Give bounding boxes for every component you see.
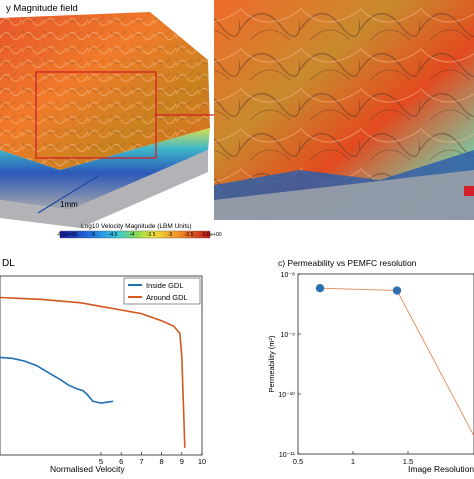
x-tick-label: 6 xyxy=(119,457,123,466)
colorbar-tick: -4.5 xyxy=(109,232,118,238)
colorbar xyxy=(59,230,211,239)
colorbar-tick: -3 xyxy=(168,232,173,238)
data-point xyxy=(315,283,325,293)
y-tick-label: 10⁻⁹ xyxy=(281,332,295,339)
y-tick-label: 10⁻¹¹ xyxy=(279,452,296,459)
legend-label-inside: Inside GDL xyxy=(146,281,184,290)
x-tick-label: 7 xyxy=(139,457,143,466)
x-axis-label: Normalised Velocity xyxy=(50,464,125,474)
legend xyxy=(123,277,201,305)
data-point xyxy=(392,286,402,295)
x-tick-label: 1.5 xyxy=(403,457,413,466)
gdl-slab-side xyxy=(0,128,210,210)
plot-frame xyxy=(297,273,474,455)
panel-b: DL 5 6 7 8 9 10 Inside GDL Around GDL Normali… xyxy=(0,250,220,474)
y-tick-label: 10⁻⁸ xyxy=(281,272,295,279)
series-around-gdl xyxy=(0,296,186,448)
panel-a-figure: y Magnitude field 1mm Log10 Velocity Mag… xyxy=(0,0,474,239)
panel-a: y Magnitude field 1mm Log10 Velocity Mag… xyxy=(0,0,474,239)
colorbar-tick: -4 xyxy=(130,232,135,238)
x-tick-label: 9 xyxy=(180,457,184,466)
panel-c-chart: c) Permeability vs PEMFC resolution Perm… xyxy=(267,258,474,474)
x-tick-label: 5 xyxy=(99,457,103,466)
colorbar-tick: -2.0e+00 xyxy=(201,232,222,238)
y-axis-label: Permeability (m²) xyxy=(267,335,276,393)
colorbar-tick: -5 xyxy=(91,232,96,238)
x-axis-label: Image Resolution xyxy=(408,464,474,474)
colorbar-tick: -2.5 xyxy=(185,232,194,238)
series-inside-gdl xyxy=(0,356,114,404)
panel-b-title: DL xyxy=(2,258,15,269)
scale-label: 1mm xyxy=(60,200,78,209)
series-line xyxy=(319,287,474,437)
x-tick-label: 1 xyxy=(351,457,355,466)
legend-label-around: Around GDL xyxy=(146,293,188,302)
x-tick-label: 10 xyxy=(198,457,206,466)
colorbar-title: Log10 Velocity Magnitude (LBM Units) xyxy=(81,223,192,230)
colorbar-tick: -3.5 xyxy=(147,232,156,238)
panel-c-title: c) Permeability vs PEMFC resolution xyxy=(278,258,417,268)
scale-bar xyxy=(37,175,99,214)
panel-b-chart: DL 5 6 7 8 9 10 Inside GDL Around GDL Normali… xyxy=(0,258,206,474)
x-tick-label: 8 xyxy=(160,457,164,466)
panel-c: c) Permeability vs PEMFC resolution Perm… xyxy=(240,250,474,474)
colorbar-tick: -6.0e+00 xyxy=(57,232,78,238)
panel-a-title: y Magnitude field xyxy=(6,3,78,14)
y-tick-label: 10⁻¹⁰ xyxy=(278,391,295,399)
x-tick-label: 0.5 xyxy=(293,457,303,466)
